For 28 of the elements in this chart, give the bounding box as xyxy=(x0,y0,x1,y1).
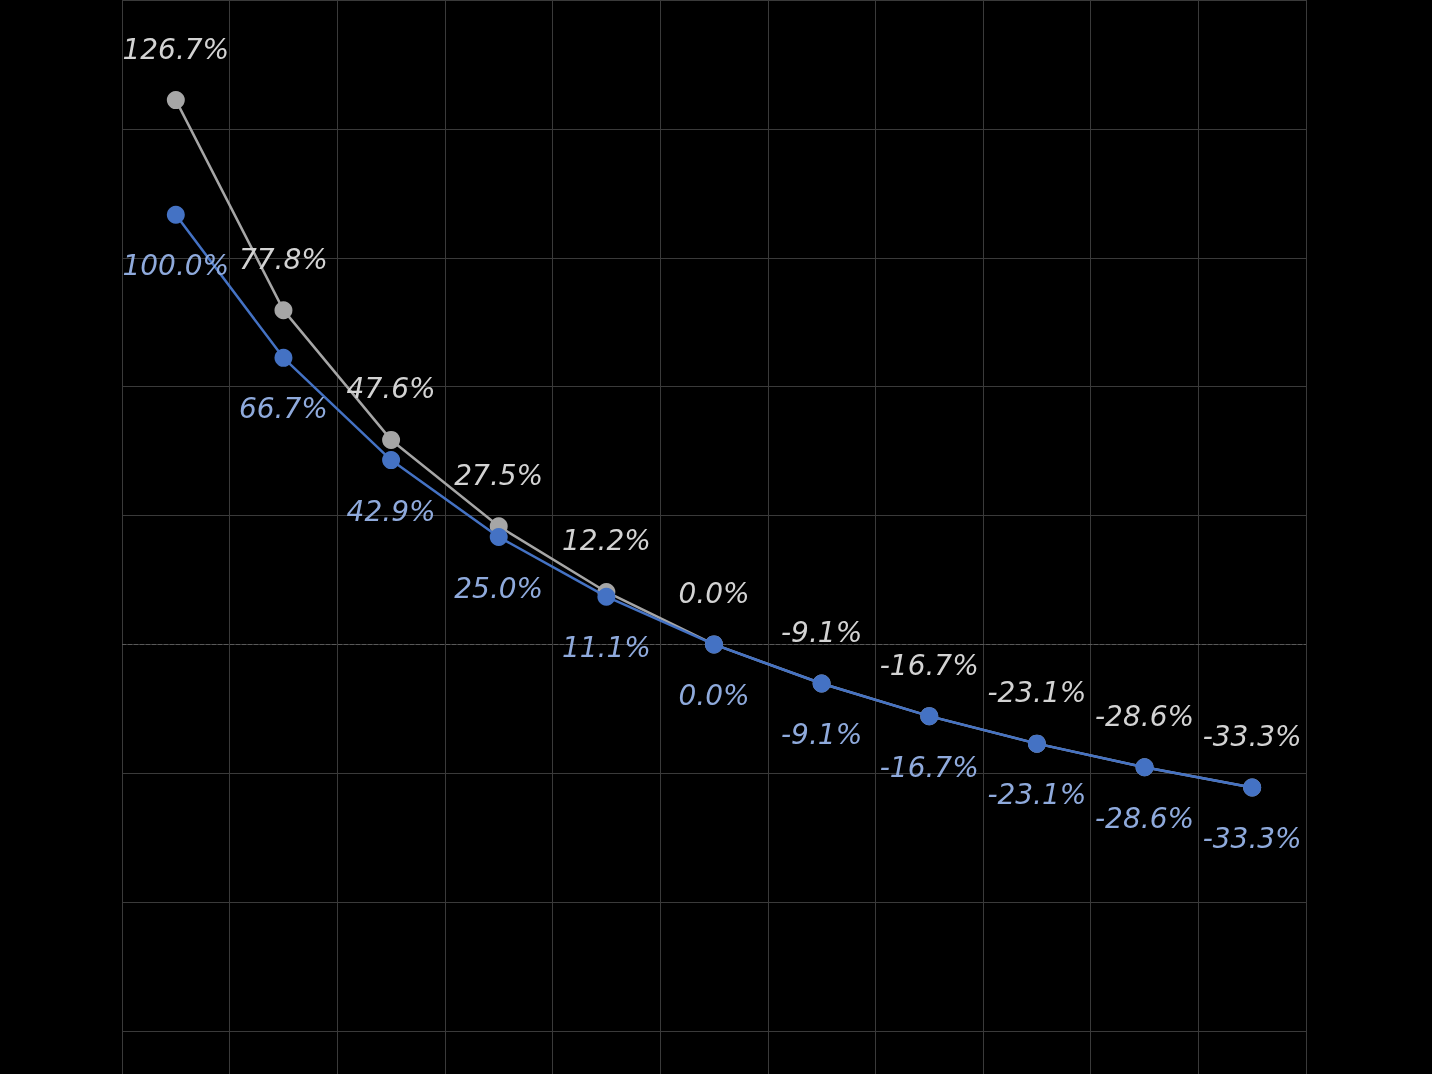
point xyxy=(166,205,185,224)
data-label: 12.2% xyxy=(561,524,651,558)
data-label: -28.6% xyxy=(1095,699,1195,733)
point xyxy=(274,301,293,320)
data-label: 0.0% xyxy=(678,678,750,712)
data-label: 66.7% xyxy=(238,392,328,426)
data-label: -16.7% xyxy=(879,648,979,682)
data-label: -23.1% xyxy=(987,778,1087,812)
data-label: 42.9% xyxy=(346,494,436,528)
data-label: 11.1% xyxy=(561,631,651,665)
point xyxy=(489,528,508,546)
data-label: 25.0% xyxy=(454,571,544,605)
data-label: -16.7% xyxy=(879,750,979,784)
point xyxy=(382,451,401,470)
data-label: 27.5% xyxy=(454,458,544,492)
data-label: -33.3% xyxy=(1202,719,1302,753)
point xyxy=(166,91,185,110)
data-label: -9.1% xyxy=(781,717,863,751)
data-label: 0.0% xyxy=(678,576,750,610)
point xyxy=(597,587,616,606)
data-label: -33.3% xyxy=(1202,821,1302,855)
point xyxy=(274,348,293,367)
data-label: -28.6% xyxy=(1095,801,1195,835)
data-label: 126.7% xyxy=(122,32,230,66)
data-label: -23.1% xyxy=(987,676,1087,710)
data-label: 47.6% xyxy=(346,372,436,406)
data-label: -9.1% xyxy=(781,615,863,649)
point xyxy=(382,430,401,449)
